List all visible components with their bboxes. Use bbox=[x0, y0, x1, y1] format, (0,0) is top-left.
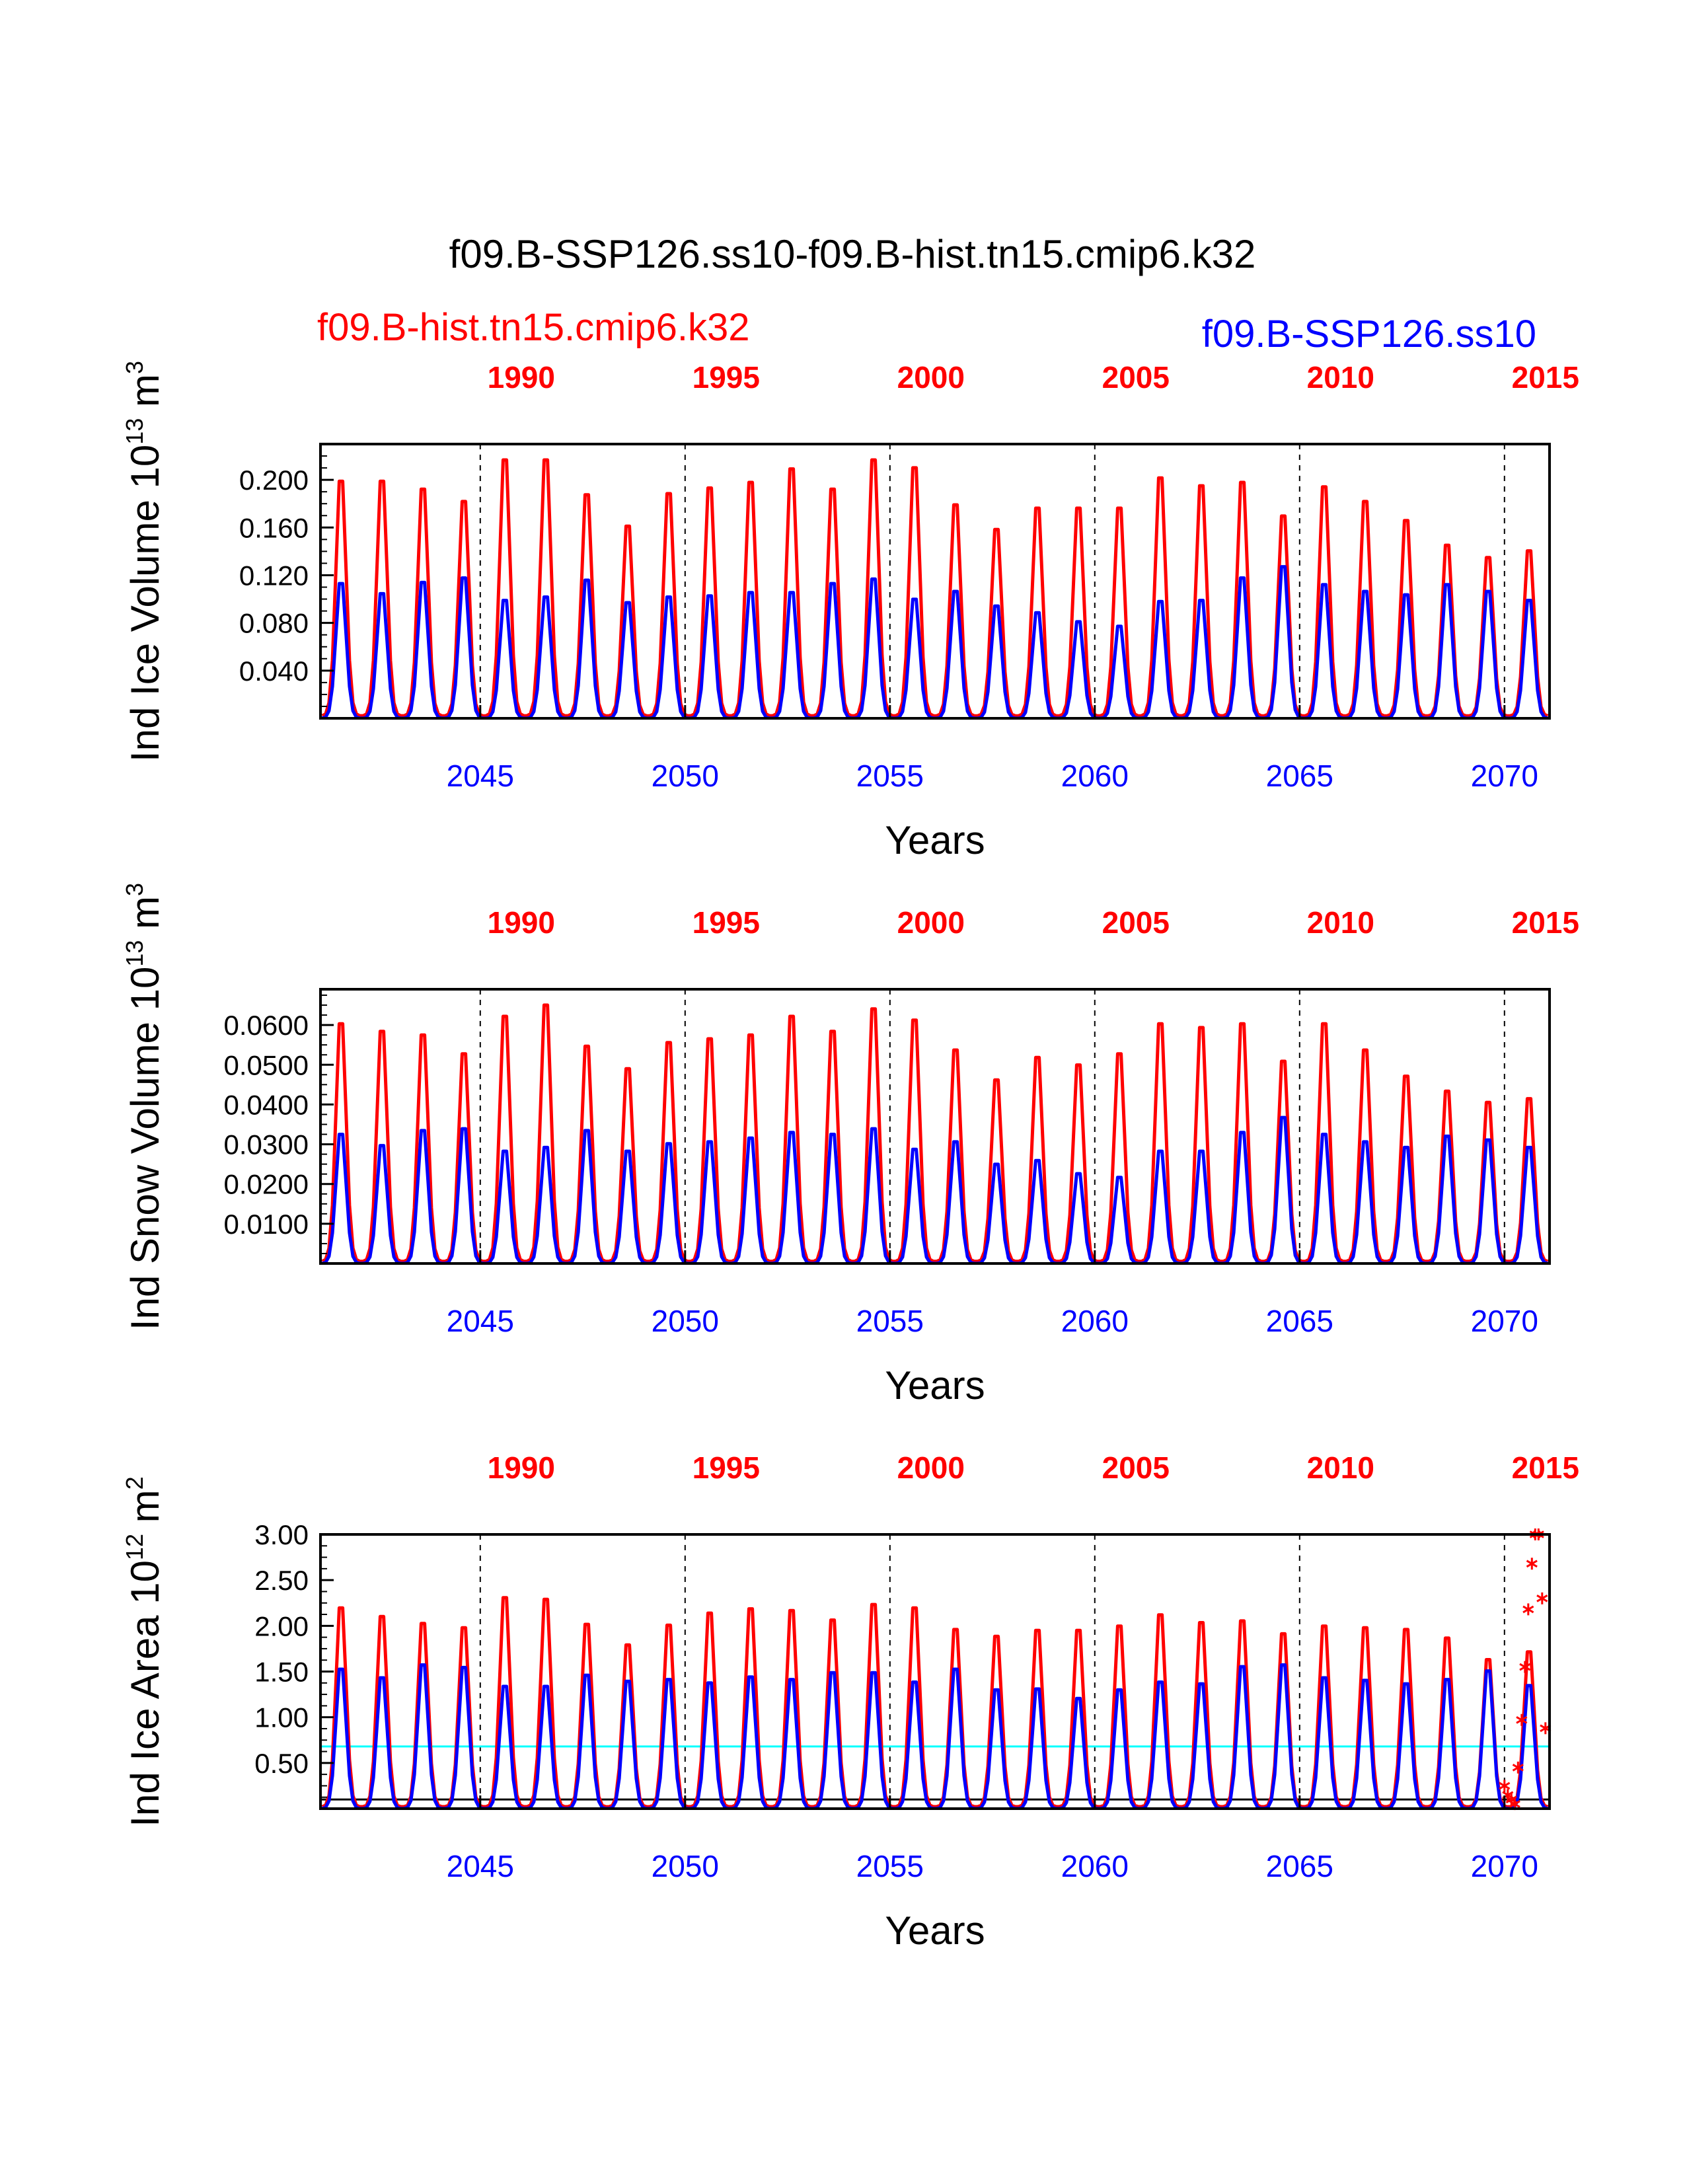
x-top-tick-label: 2015 bbox=[1512, 1450, 1579, 1485]
y-tick-label: 0.50 bbox=[254, 1748, 309, 1779]
x-top-tick-label: 2000 bbox=[897, 360, 965, 395]
panels: 0.200 0.160 0.120 0.080 0.040 2045 2050 2055 206… bbox=[121, 360, 1579, 1953]
x-top-tick-label: 2015 bbox=[1512, 360, 1579, 395]
x-bottom-tick-label: 2070 bbox=[1471, 1849, 1538, 1883]
y-axis-title: Ind Ice Volume 1013 m3 bbox=[121, 361, 167, 762]
x-bottom-tick-label: 2065 bbox=[1266, 1849, 1333, 1883]
asterisk-marker-12 bbox=[1536, 1592, 1548, 1604]
x-axis-title: Years bbox=[885, 818, 985, 862]
legend-red-label: f09.B-hist.tn15.cmip6.k32 bbox=[317, 306, 749, 349]
y-tick-label: 2.00 bbox=[254, 1610, 309, 1641]
legend-blue-label: f09.B-SSP126.ss10 bbox=[1202, 313, 1536, 356]
panel-1: 0.200 0.160 0.120 0.080 0.040 2045 2050 2055 206… bbox=[121, 360, 1579, 862]
y-tick-label: 0.0300 bbox=[224, 1129, 309, 1160]
y-tick-label: 0.0500 bbox=[224, 1049, 309, 1080]
x-bottom-tick-label: 2070 bbox=[1471, 1304, 1538, 1338]
x-top-tick-label: 2010 bbox=[1307, 905, 1374, 940]
x-bottom-tick-label: 2050 bbox=[652, 1849, 719, 1883]
asterisk-marker-8 bbox=[1522, 1603, 1534, 1616]
x-top-tick-label: 1990 bbox=[488, 360, 555, 395]
x-top-tick-label: 2005 bbox=[1102, 905, 1170, 940]
x-bottom-tick-label: 2065 bbox=[1266, 759, 1333, 793]
x-top-tick-label: 1995 bbox=[693, 905, 760, 940]
y-tick-label: 1.00 bbox=[254, 1702, 309, 1733]
x-top-tick-label: 1990 bbox=[488, 1450, 555, 1485]
x-top-tick-label: 1995 bbox=[693, 1450, 760, 1485]
x-top-tick-label: 2010 bbox=[1307, 360, 1374, 395]
x-bottom-tick-label: 2060 bbox=[1061, 759, 1129, 793]
x-axis-title: Years bbox=[885, 1363, 985, 1408]
series-blue-line bbox=[321, 1663, 1549, 1809]
x-bottom-tick-label: 2060 bbox=[1061, 1849, 1129, 1883]
series-blue-line bbox=[321, 1115, 1549, 1263]
asterisk-marker-6 bbox=[1516, 1713, 1528, 1726]
series-red-line bbox=[321, 458, 1549, 718]
y-tick-label: 2.50 bbox=[254, 1565, 309, 1596]
series-group bbox=[321, 458, 1549, 718]
x-top-tick-label: 1995 bbox=[693, 360, 760, 395]
x-bottom-tick-label: 2045 bbox=[447, 1849, 514, 1883]
y-tick-label: 0.0600 bbox=[224, 1010, 309, 1041]
x-bottom-tick-label: 2055 bbox=[856, 1849, 924, 1883]
y-tick-label: 0.160 bbox=[239, 512, 309, 543]
y-tick-label: 0.0100 bbox=[224, 1209, 309, 1240]
panel-2: 0.0600 0.0500 0.0400 0.0300 0.0200 0.0100 2045… bbox=[121, 883, 1579, 1408]
x-bottom-tick-label: 2065 bbox=[1266, 1304, 1333, 1338]
y-axis-title: Ind Snow Volume 1013 m3 bbox=[121, 883, 167, 1330]
x-top-tick-label: 2005 bbox=[1102, 360, 1170, 395]
x-bottom-tick-label: 2070 bbox=[1471, 759, 1538, 793]
series-red-line bbox=[321, 1003, 1549, 1263]
panel-3: 3.00 2.50 2.00 1.50 1.00 0.50 2045 2050 2055 2060… bbox=[121, 1450, 1579, 1953]
x-bottom-tick-label: 2055 bbox=[856, 1304, 924, 1338]
x-bottom-tick-label: 2050 bbox=[652, 1304, 719, 1338]
y-tick-label: 0.080 bbox=[239, 608, 309, 639]
y-tick-label: 3.00 bbox=[254, 1519, 309, 1550]
x-top-tick-label: 1990 bbox=[488, 905, 555, 940]
x-bottom-tick-label: 2045 bbox=[447, 759, 514, 793]
y-tick-label: 0.120 bbox=[239, 560, 309, 591]
x-top-tick-label: 2000 bbox=[897, 1450, 965, 1485]
x-top-tick-label: 2000 bbox=[897, 905, 965, 940]
series-red-line bbox=[321, 1596, 1549, 1809]
y-tick-label: 0.040 bbox=[239, 656, 309, 687]
asterisk-marker-9 bbox=[1526, 1558, 1538, 1570]
y-tick-label: 0.200 bbox=[239, 465, 309, 496]
y-tick-label: 0.0200 bbox=[224, 1169, 309, 1200]
chart-title: f09.B-SSP126.ss10-f09.B-hist.tn15.cmip6.… bbox=[449, 232, 1256, 276]
asterisk-marker-7 bbox=[1519, 1661, 1531, 1673]
plot-frame bbox=[319, 1533, 1551, 1810]
series-group bbox=[321, 1596, 1549, 1809]
x-bottom-tick-label: 2050 bbox=[652, 759, 719, 793]
x-bottom-tick-label: 2060 bbox=[1061, 1304, 1129, 1338]
x-top-tick-label: 2005 bbox=[1102, 1450, 1170, 1485]
asterisk-marker-5 bbox=[1512, 1761, 1524, 1774]
x-axis-title: Years bbox=[885, 1908, 985, 1953]
x-top-tick-label: 2015 bbox=[1512, 905, 1579, 940]
x-top-tick-label: 2010 bbox=[1307, 1450, 1374, 1485]
x-bottom-tick-label: 2045 bbox=[447, 1304, 514, 1338]
asterisk-marker-1 bbox=[1499, 1780, 1511, 1792]
series-group bbox=[321, 1003, 1549, 1263]
x-bottom-tick-label: 2055 bbox=[856, 759, 924, 793]
y-axis-title: Ind Ice Area 1012 m2 bbox=[121, 1476, 167, 1826]
plot-frame bbox=[319, 443, 1551, 720]
plot-frame bbox=[319, 988, 1551, 1265]
y-tick-label: 1.50 bbox=[254, 1657, 309, 1688]
series-blue-line bbox=[321, 565, 1549, 718]
y-tick-label: 0.0400 bbox=[224, 1089, 309, 1120]
marker-group bbox=[1499, 1528, 1552, 1811]
